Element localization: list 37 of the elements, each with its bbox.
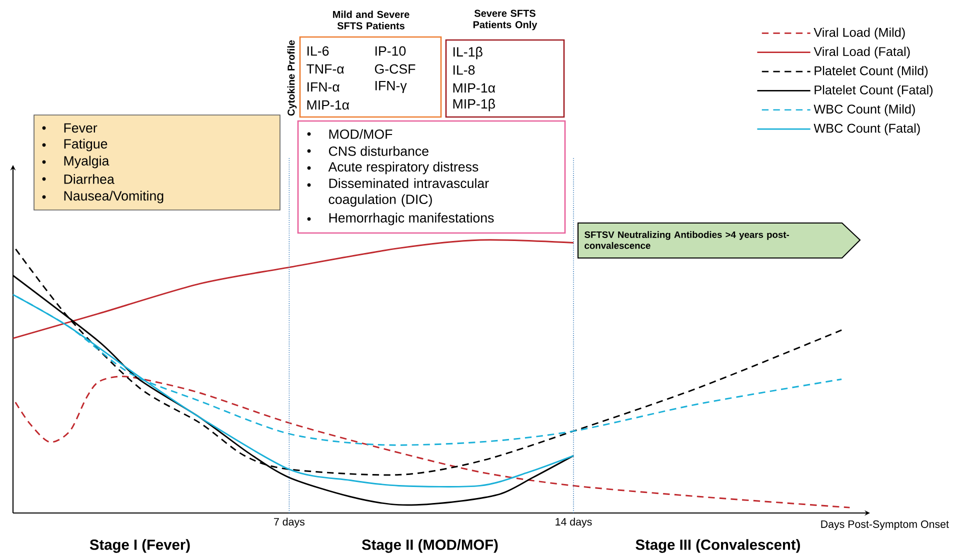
text: Myalgia xyxy=(64,156,110,168)
text: Fever xyxy=(64,123,98,133)
text: Hemorrhagic manifestations xyxy=(329,212,494,226)
text: Cytokine Profile xyxy=(287,40,297,116)
x-tick-label: 7 days xyxy=(274,518,305,528)
text: IP-10 xyxy=(376,46,406,56)
text: Acute respiratory distress xyxy=(328,162,478,174)
text: TNF-α xyxy=(306,64,344,74)
text: IFN-α xyxy=(308,82,340,92)
legend-label: Viral Load (Fatal) xyxy=(814,46,910,59)
text: Stage III (Convalescent) xyxy=(636,539,800,553)
text: Mild and Severe SFTS Patients xyxy=(333,10,410,30)
text: Nausea/Vomiting xyxy=(64,190,164,204)
legend-label: Platelet Count (Fatal) xyxy=(814,85,933,97)
text: Stage II (MOD/MOF) xyxy=(362,539,498,553)
legend-label: Platelet Count (Mild) xyxy=(814,66,928,78)
text: G-CSF xyxy=(374,64,416,74)
text: IL-8 xyxy=(454,65,475,75)
text: IL-6 xyxy=(308,46,329,56)
annotation: SFTSV Neutralizing Antibodies >4 years post-convalescence xyxy=(584,231,790,249)
text: Severe SFTS Patients Only xyxy=(473,10,538,30)
text: IFN-γ xyxy=(376,81,407,93)
text: MIP-1β xyxy=(453,98,495,112)
legend-label: WBC Count (Mild) xyxy=(814,104,915,116)
text: MOD/MOF xyxy=(329,129,392,139)
text: MIP-1α xyxy=(307,100,350,110)
legend-label: WBC Count (Fatal) xyxy=(814,123,920,136)
text: MIP-1α xyxy=(453,83,496,93)
x-tick-label: 14 days xyxy=(556,518,592,528)
text: Diarrhea xyxy=(64,174,114,184)
text: Fatigue xyxy=(64,138,108,152)
text: Disseminated intravascular coagulation (DIC) xyxy=(328,178,489,207)
text: IL-1β xyxy=(454,46,482,60)
text: CNS disturbance xyxy=(328,146,428,156)
text: Stage I (Fever) xyxy=(90,539,190,553)
legend-label: Viral Load (Mild) xyxy=(814,28,905,40)
x-axis-title: Days Post-Symptom Onset xyxy=(821,520,949,530)
